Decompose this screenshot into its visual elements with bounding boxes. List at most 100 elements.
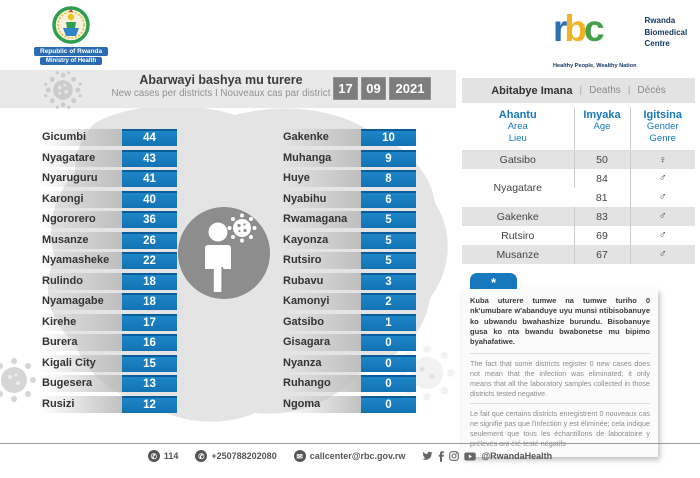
rbc-letter-r: r <box>553 8 568 49</box>
instagram-icon <box>449 451 460 461</box>
death-row: Gakenke 83 ♂ <box>462 207 695 227</box>
rbc-letters: rbc Healthy People, Wealthy Nation <box>553 10 637 83</box>
deaths-table: Ahantu Area Lieu Imyaka Age Igitsina Gen… <box>462 107 695 265</box>
case-count: 41 <box>122 170 177 187</box>
rbc-name-line3: Centre <box>644 39 670 49</box>
cases-column-middle: Gakenke 10 Muhanga 9 Huye 8 Nyabihu 6 Rwamag… <box>281 129 416 416</box>
case-row: Bugesera 13 <box>40 375 177 396</box>
case-row: Rusizi 12 <box>40 395 177 417</box>
case-count: 36 <box>122 211 177 228</box>
ministry-of-health-logo: Republic of Rwanda Ministry of Health <box>33 6 109 65</box>
twitter-icon <box>422 451 433 461</box>
district-label: Huye <box>281 170 361 187</box>
phone-number: +250788202080 <box>211 451 277 461</box>
death-age: 67 <box>573 245 630 265</box>
case-count: 13 <box>122 375 177 392</box>
case-row: Gakenke 10 <box>281 129 416 150</box>
district-label: Nyabihu <box>281 190 361 208</box>
district-label: Gakenke <box>281 129 361 146</box>
district-label: Gisagara <box>281 334 361 351</box>
col-gender-rw: Igitsina <box>643 109 682 121</box>
footer-contacts: ✆ 114 ✆ +250788202080 ✉ callcenter@rbc.g… <box>0 450 700 462</box>
rbc-name-line2: Biomedical <box>644 27 688 37</box>
case-count: 0 <box>361 395 416 413</box>
page-title-block: Abarwayi bashya mu turere New cases per … <box>110 73 332 99</box>
deaths-title-en: Deaths <box>589 85 621 96</box>
case-row: Nyanza 0 <box>281 354 416 376</box>
rbc-letter-b: b <box>564 8 587 49</box>
col-place-sub: Area Lieu <box>507 121 528 145</box>
case-row: Rutsiro 5 <box>281 252 416 273</box>
case-count: 17 <box>122 313 177 331</box>
case-count: 3 <box>361 272 416 290</box>
case-count: 43 <box>122 149 177 167</box>
death-age: 50 <box>573 150 630 170</box>
case-count: 0 <box>361 354 416 372</box>
col-header-age: Imyaka Age <box>573 107 630 151</box>
district-label: Nyagatare <box>40 149 122 167</box>
date-day: 17 <box>333 77 358 100</box>
death-age: 83 <box>573 207 630 227</box>
death-place: Nyagatare <box>493 182 542 195</box>
district-label: Karongi <box>40 190 122 208</box>
death-place: Rutsiro <box>501 229 535 242</box>
ministry-of-health-label: Ministry of Health <box>40 57 102 65</box>
death-row: 81 ♂ <box>462 188 695 208</box>
case-count: 15 <box>122 354 177 372</box>
gender-symbol: ♀ <box>629 150 695 170</box>
explanatory-note: Kuba uturere tumwe na tumwe turiho 0 nk'… <box>462 289 658 458</box>
case-row: Nyagatare 43 <box>40 149 177 171</box>
case-row: Muhanga 9 <box>281 149 416 171</box>
case-count: 0 <box>361 334 416 351</box>
email-address: callcenter@rbc.gov.rw <box>309 451 406 461</box>
case-row: Kigali City 15 <box>40 354 177 376</box>
case-count: 0 <box>361 375 416 392</box>
case-row: Gatsibo 1 <box>281 313 416 335</box>
rbc-name-line1: Rwanda <box>644 16 676 25</box>
page-subtitle: New cases per districts I Nouveaux cas p… <box>111 88 331 99</box>
district-label: Nyamasheke <box>40 252 122 269</box>
district-label: Ngoma <box>281 395 361 413</box>
case-row: Huye 8 <box>281 170 416 191</box>
footer-divider <box>0 443 700 444</box>
case-row: Karongi 40 <box>40 190 177 212</box>
case-count: 16 <box>122 334 177 351</box>
rbc-name: Rwanda Biomedical Centre <box>645 15 688 83</box>
rbc-tagline: Healthy People, Wealthy Nation <box>553 63 637 69</box>
death-place: Gakenke <box>462 207 574 227</box>
district-label: Ruhango <box>281 375 361 392</box>
gender-symbol: ♂ <box>629 188 695 208</box>
social-handle: @RwandaHealth <box>481 451 553 461</box>
case-row: Nyaruguru 41 <box>40 170 177 191</box>
gender-symbol: ♂ <box>629 169 695 189</box>
note-kinyarwanda: Kuba uturere tumwe na tumwe turiho 0 nk'… <box>470 296 650 347</box>
case-count: 40 <box>122 190 177 208</box>
virus-decoration-icon <box>0 358 36 402</box>
case-row: Ngororero 36 <box>40 211 177 232</box>
case-count: 6 <box>361 190 416 208</box>
rwanda-coat-of-arms-icon <box>52 6 90 44</box>
death-age: 69 <box>573 226 630 246</box>
date-month: 09 <box>361 77 386 100</box>
case-row: Gicumbi 44 <box>40 129 177 150</box>
case-count: 9 <box>361 149 416 167</box>
case-row: Kamonyi 2 <box>281 293 416 314</box>
district-label: Burera <box>40 334 122 351</box>
death-row: Rutsiro 69 ♂ <box>462 226 695 246</box>
rbc-logo: rbc Healthy People, Wealthy Nation Rwand… <box>553 10 688 83</box>
cases-column-left: Gicumbi 44 Nyagatare 43 Nyaruguru 41 Karong… <box>40 129 177 416</box>
death-age: 84 <box>573 169 630 189</box>
col-gender-sub: Gender Genre <box>646 121 679 145</box>
hotline-contact: ✆ 114 <box>147 450 178 462</box>
gender-symbol: ♂ <box>629 226 695 246</box>
note-english: The fact that some districts register 0 … <box>470 358 650 398</box>
col-place-rw: Ahantu <box>498 109 537 121</box>
note-asterisk-tab: * <box>470 273 517 290</box>
death-place: Musanze <box>462 245 574 265</box>
case-row: Rulindo 18 <box>40 272 177 294</box>
death-row: Gatsibo 50 ♀ <box>462 150 695 170</box>
district-label: Kamonyi <box>281 293 361 310</box>
case-row: Rubavu 3 <box>281 272 416 294</box>
district-label: Gatsibo <box>281 313 361 331</box>
case-row: Rwamagana 5 <box>281 211 416 232</box>
